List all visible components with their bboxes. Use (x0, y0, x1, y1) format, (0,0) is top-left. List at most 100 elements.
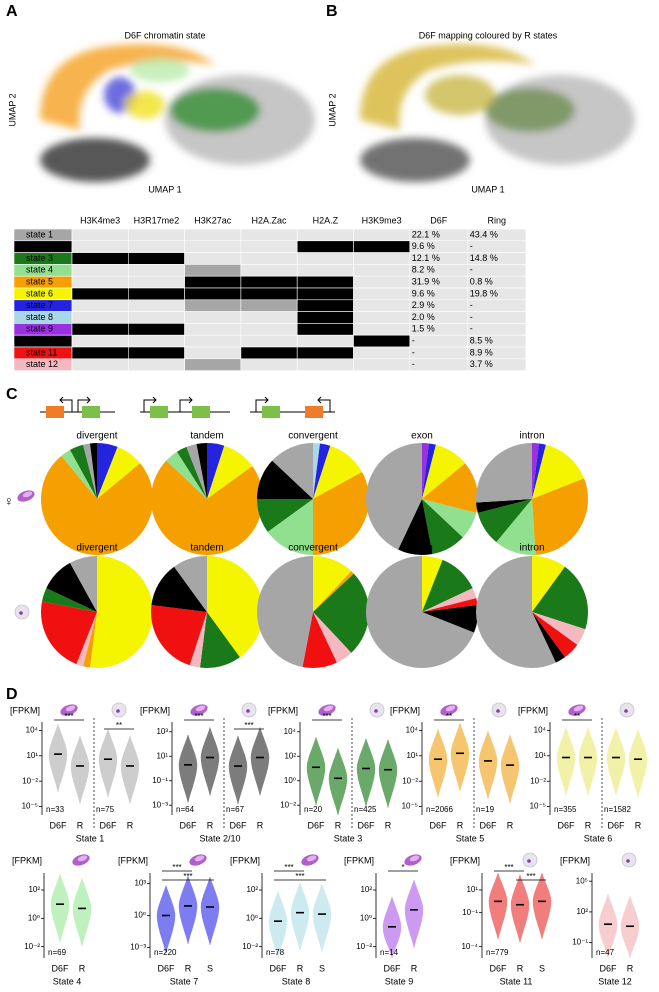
mark-cell (353, 240, 411, 253)
pie-slice (496, 499, 536, 555)
y-tick-label: 10⁰ (28, 913, 40, 922)
ylabel: [FPKM] (518, 705, 548, 715)
umap-b-cloud (360, 44, 635, 182)
umap-xlabel: UMAP 1 (471, 184, 504, 194)
pie-slice (366, 443, 422, 550)
column-header: Ring (488, 215, 507, 225)
mark-cell (296, 275, 354, 289)
y-tick-label: 10⁻⁴ (461, 942, 478, 951)
pie-slice (477, 499, 532, 543)
ylabel: [FPKM] (118, 855, 148, 865)
violin (200, 876, 220, 946)
ring-parasite-icon (19, 611, 23, 615)
x-tick-label: R (335, 820, 342, 830)
pie-slice (151, 460, 264, 556)
pie-slice (166, 451, 207, 499)
violin (356, 737, 376, 807)
umap-ylabel: UMAP 2 (7, 93, 17, 126)
mark-cell (240, 311, 298, 324)
mark-cell (353, 358, 411, 371)
n-label: n=1582 (604, 805, 631, 814)
pie-slice (196, 443, 207, 499)
violin (312, 883, 332, 953)
pie-slice (422, 588, 477, 612)
pie-slice (476, 499, 532, 513)
pie-slice (89, 443, 97, 499)
state-label: state 12 (26, 359, 58, 369)
pie-slice (313, 556, 352, 612)
mark-cell (184, 299, 242, 312)
mark-cell (184, 323, 242, 336)
pie-slice (532, 612, 586, 645)
pie-slice (422, 559, 473, 612)
state-label: state 9 (26, 324, 53, 334)
y-tick-label: 10⁰ (284, 776, 296, 785)
mark-cell (128, 240, 185, 253)
violin (178, 733, 198, 803)
x-tick-label: D6F (49, 820, 67, 830)
y-tick-label: 10⁻¹ (462, 908, 478, 917)
significance-stars: *** (64, 712, 73, 721)
pie-slice (70, 556, 97, 612)
x-tick-label: R (77, 820, 84, 830)
column-header: H2A.Z (313, 215, 339, 225)
pie-slice (256, 556, 313, 668)
value-cell (467, 299, 527, 312)
pie-slice (313, 445, 363, 499)
mark-cell (184, 264, 242, 277)
pie-label: convergent (288, 543, 338, 554)
violin (48, 723, 68, 793)
column-header: H3R17me2 (134, 215, 180, 225)
significance-stars: *** (504, 863, 513, 872)
pie-label: divergent (76, 543, 117, 554)
x-tick-label: R (457, 820, 464, 830)
violin (428, 728, 448, 798)
mark-cell (128, 334, 185, 348)
x-tick-label: R (257, 820, 264, 830)
gene-diagrams (40, 396, 335, 418)
value-label: 8.9 % (470, 347, 493, 357)
value-label: 8.5 % (470, 335, 493, 345)
mark-cell (296, 346, 354, 360)
n-label: n=33 (46, 805, 65, 814)
state-label: state 3 (26, 253, 53, 263)
pie-slice (302, 612, 337, 669)
mark-cell (296, 323, 354, 336)
pie-slice (532, 478, 589, 555)
mark-cell (353, 287, 411, 301)
y-tick-label: 10² (360, 885, 372, 894)
panel-title: State 3 (334, 833, 363, 843)
value-cell (409, 346, 469, 360)
mark-cell (296, 228, 354, 242)
violin (250, 726, 270, 796)
x-tick-label: D6F (429, 820, 447, 830)
x-tick-label: D6F (599, 963, 617, 973)
y-tick-label: 10² (246, 885, 258, 894)
violin (598, 893, 618, 959)
value-label: 22.1 % (412, 229, 440, 239)
y-tick-label: 10⁴ (284, 727, 297, 736)
pie-slice (70, 444, 97, 499)
female-parasite-icon (77, 855, 88, 862)
mark-cell (353, 228, 411, 242)
x-tick-label: R (507, 820, 514, 830)
column-header: H3K4me3 (80, 215, 120, 225)
x-tick-label: D6F (229, 820, 247, 830)
violin (328, 747, 348, 816)
state-label: state 8 (26, 312, 53, 322)
y-tick-label: 10⁻² (280, 800, 296, 809)
y-tick-label: 10⁻² (530, 776, 546, 785)
violin (478, 730, 498, 799)
mark-cell (71, 299, 129, 312)
pie-slice (97, 446, 141, 499)
y-tick-label: 10⁵ (576, 876, 588, 885)
violin (72, 877, 92, 947)
mark-cell (240, 334, 298, 348)
state-label: state 11 (26, 347, 57, 357)
value-label: 19.8 % (470, 288, 498, 298)
ring-parasite-icon (116, 709, 120, 713)
panel-letter: C (6, 386, 18, 403)
n-label: n=14 (380, 948, 399, 957)
x-tick-label: S (539, 963, 545, 973)
